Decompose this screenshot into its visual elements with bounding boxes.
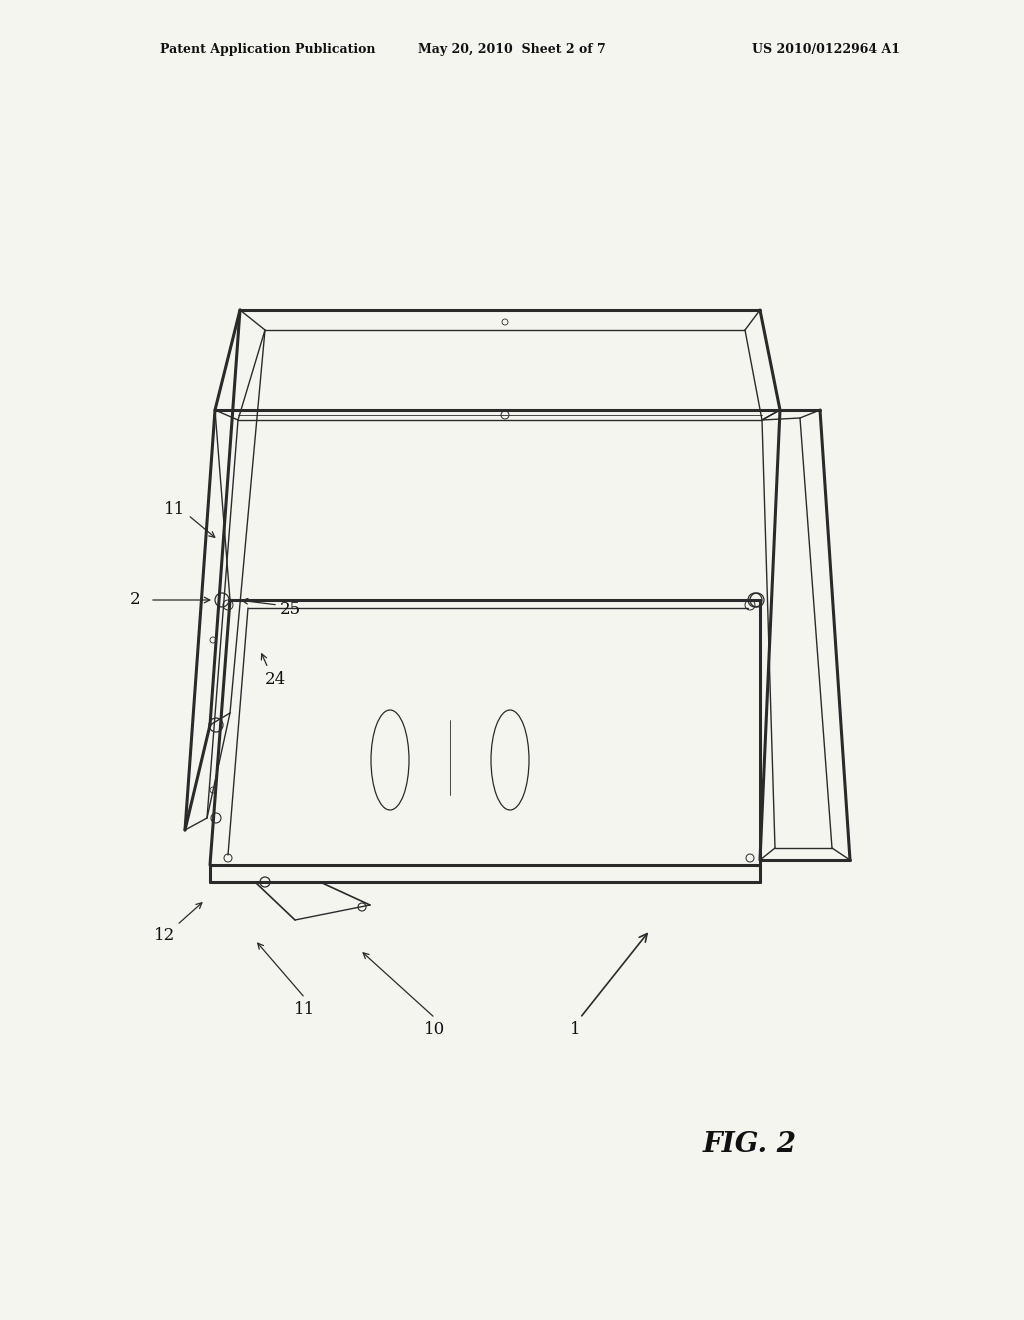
- Text: 12: 12: [155, 927, 176, 944]
- Text: FIG. 2: FIG. 2: [703, 1131, 797, 1159]
- Text: 11: 11: [165, 502, 185, 519]
- Text: 10: 10: [424, 1022, 445, 1039]
- Text: 25: 25: [280, 602, 301, 619]
- Text: 1: 1: [569, 1022, 581, 1039]
- Text: 2: 2: [130, 591, 140, 609]
- Text: Patent Application Publication: Patent Application Publication: [160, 44, 376, 57]
- Text: 11: 11: [294, 1002, 315, 1019]
- Text: May 20, 2010  Sheet 2 of 7: May 20, 2010 Sheet 2 of 7: [418, 44, 606, 57]
- Text: 24: 24: [265, 672, 287, 689]
- Text: US 2010/0122964 A1: US 2010/0122964 A1: [752, 44, 900, 57]
